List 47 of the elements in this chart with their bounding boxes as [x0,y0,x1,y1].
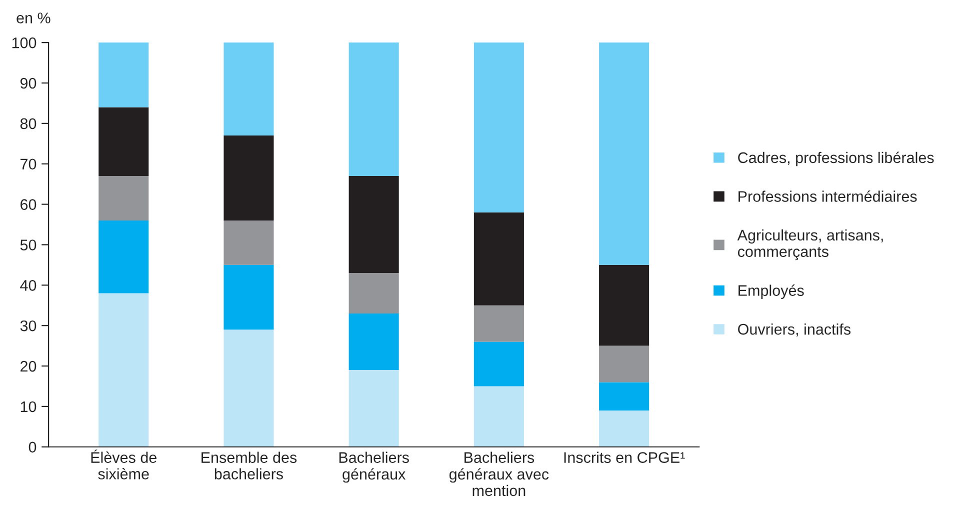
x-tick-label: Bacheliers généraux avec mention [449,452,549,496]
y-tick-label: 20 [20,360,36,372]
x-tick-label: Élèves de sixième [91,450,156,480]
legend-label: Professions intermédiaires [738,190,917,202]
bar [348,42,399,176]
x-tick-label: Ensemble des bacheliers [202,452,297,480]
bar [98,176,149,220]
bar [98,220,149,294]
y-axis-title: en % [16,12,50,24]
bar [474,305,524,342]
bar [98,293,149,447]
y-tick-label: 10 [20,401,36,412]
y-tick-label: 70 [20,158,36,170]
legend-label: Agriculteurs, artisans, commerçants [737,229,883,260]
legend-label: Employés [738,284,804,299]
bar [599,264,650,346]
y-tick-label: 30 [20,320,36,332]
bar [348,176,399,274]
bar [224,136,274,220]
y-tick-label: 0 [28,442,36,453]
bar [224,42,274,136]
bar [224,220,274,265]
bar [599,42,650,265]
legend-label: Ouvriers, inactifs [738,323,851,337]
y-tick-label: 50 [20,240,36,250]
bar [599,346,650,382]
y-tick-label: 60 [20,199,36,210]
bar [599,382,650,410]
bar [599,410,650,447]
bar [474,342,524,386]
bar [474,42,524,212]
bar [348,370,399,447]
bar [348,313,399,370]
x-tick-label: Inscrits en CPGE¹ [564,452,685,463]
bar [224,330,274,447]
bar [474,212,524,306]
y-tick-label: 40 [20,280,36,291]
bar [474,386,524,447]
legend-label: Cadres, professions libérales [738,152,934,166]
bar [98,42,149,108]
bar [224,264,274,330]
bar [348,273,399,314]
x-tick-label: Bacheliers généraux [339,452,409,483]
y-tick-label: 100 [12,37,36,48]
bar [98,107,149,176]
y-tick-label: 90 [20,78,36,89]
y-tick-label: 80 [20,118,36,130]
